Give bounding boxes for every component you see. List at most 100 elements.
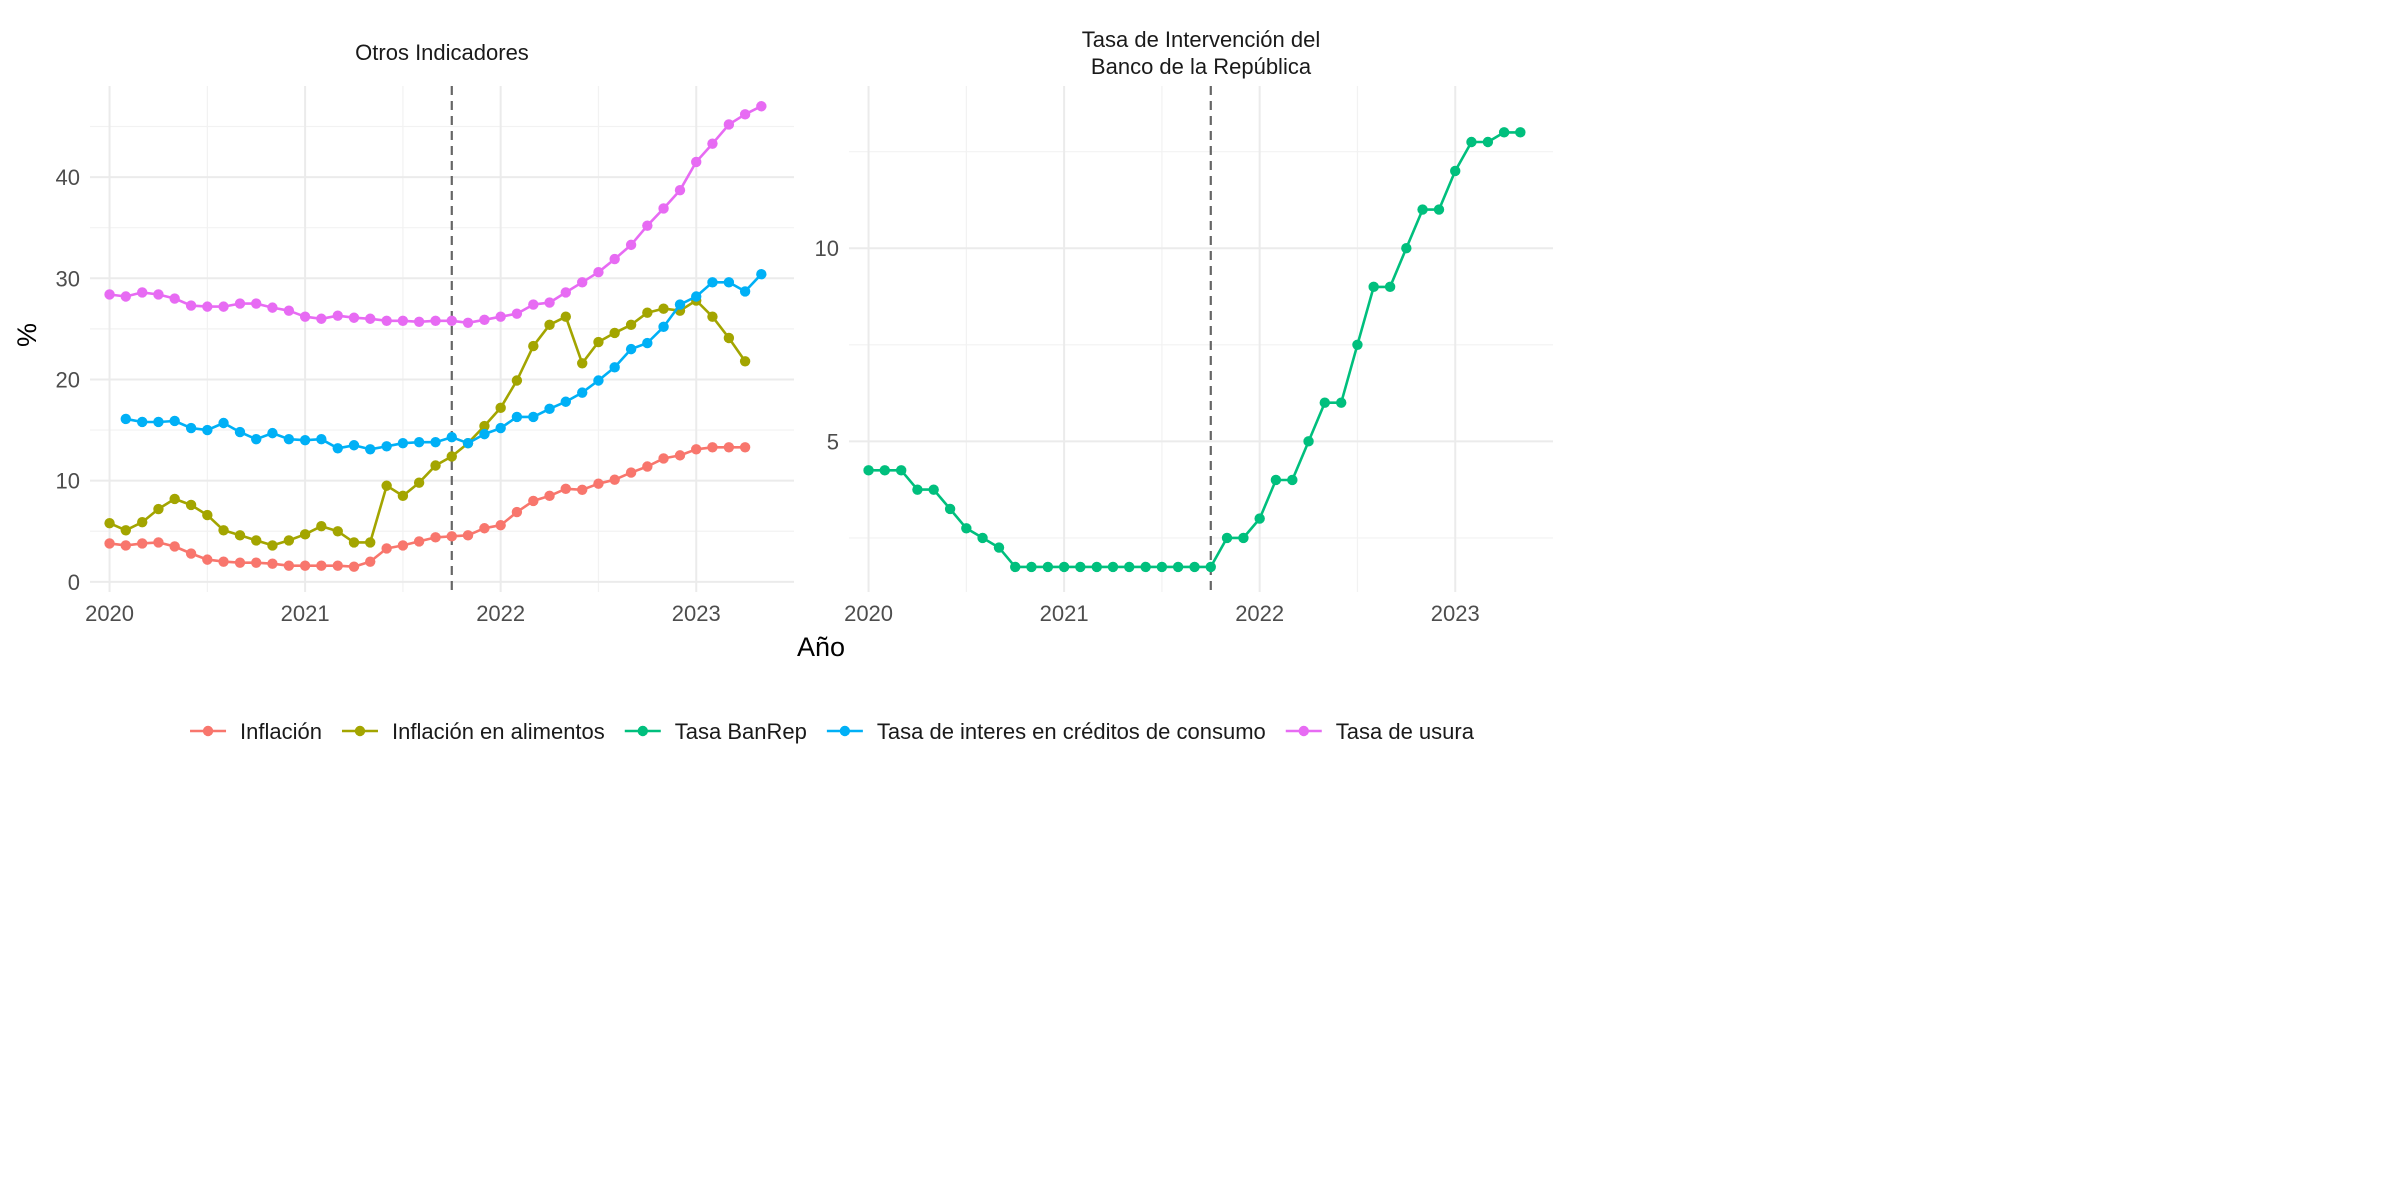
- data-point-inflacion: [625, 467, 637, 478]
- panel-2-axes: 5 10 2020 2021 2022 2023: [815, 236, 1480, 626]
- data-point-inflacion-en-alimentos: [560, 311, 571, 322]
- data-point-inflacion: [707, 442, 718, 453]
- data-point-tasa-de-usura: [332, 310, 343, 321]
- data-point-inflacion-en-alimentos: [316, 521, 327, 532]
- data-point-inflacion-en-alimentos: [381, 480, 392, 491]
- data-point-tasa-de-interes-en-creditos-de-consumo: [658, 321, 669, 333]
- data-point-tasa-de-interes-en-creditos-de-consumo: [202, 424, 213, 436]
- panel-1-title: Otros Indicadores: [355, 40, 529, 65]
- data-point-inflacion-en-alimentos: [577, 358, 588, 369]
- x-tick-label: 2020: [844, 601, 893, 626]
- legend-label-tasa-de-usura: Tasa de usura: [1336, 719, 1475, 744]
- data-point-inflacion-en-alimentos: [299, 529, 311, 540]
- data-point-tasa-banrep: [1368, 281, 1379, 293]
- y-tick-label: 10: [815, 236, 839, 261]
- data-point-tasa-de-interes-en-creditos-de-consumo: [397, 438, 409, 449]
- data-point-tasa-banrep: [1124, 561, 1135, 573]
- data-point-tasa-de-interes-en-creditos-de-consumo: [756, 269, 767, 280]
- data-point-inflacion: [316, 560, 327, 571]
- data-point-inflacion-en-alimentos: [365, 537, 376, 548]
- panel-1-series: [104, 101, 767, 572]
- panel-2-grid: [849, 86, 1553, 592]
- data-point-tasa-banrep: [1140, 561, 1151, 573]
- series-line-tasa-de-interes-en-creditos-de-consumo: [125, 273, 763, 451]
- legend-label-tasa-banrep: Tasa BanRep: [675, 719, 807, 744]
- data-point-tasa-de-usura: [185, 300, 197, 311]
- data-point-tasa-de-interes-en-creditos-de-consumo: [723, 277, 735, 288]
- chart-figure: 0 10 20 30 40 2020 2021 2022 2023 Otros Indicado…: [12, 27, 1553, 744]
- data-point-tasa-de-interes-en-creditos-de-consumo: [120, 413, 131, 425]
- data-point-inflacion-en-alimentos: [137, 516, 148, 528]
- panel-otros-indicadores: 0 10 20 30 40 2020 2021 2022 2023 Otros Indicado…: [56, 40, 794, 626]
- data-point-tasa-de-interes-en-creditos-de-consumo: [365, 444, 376, 455]
- data-point-tasa-de-interes-en-creditos-de-consumo: [593, 375, 604, 386]
- data-point-tasa-de-interes-en-creditos-de-consumo: [511, 411, 523, 423]
- data-point-inflacion: [137, 538, 148, 549]
- data-point-tasa-banrep: [944, 503, 956, 515]
- data-point-inflacion: [397, 540, 409, 551]
- data-point-tasa-de-usura: [560, 287, 571, 298]
- panel-2-title-line-1: Tasa de Intervención del: [1082, 27, 1321, 52]
- data-point-inflacion-en-alimentos: [332, 526, 343, 537]
- data-point-tasa-de-interes-en-creditos-de-consumo: [234, 426, 246, 438]
- data-point-tasa-de-interes-en-creditos-de-consumo: [169, 415, 180, 427]
- x-axis-title: Año: [797, 632, 845, 662]
- panel-2-series: [863, 127, 1526, 573]
- data-point-tasa-banrep: [1254, 513, 1265, 524]
- legend-key-point-tasa-de-interes-en-creditos-de-consumo: [839, 725, 851, 737]
- data-point-tasa-de-interes-en-creditos-de-consumo: [413, 437, 425, 448]
- data-point-inflacion: [609, 474, 620, 485]
- data-point-inflacion: [723, 442, 735, 453]
- data-point-tasa-de-interes-en-creditos-de-consumo: [642, 337, 653, 349]
- data-point-inflacion-en-alimentos: [495, 402, 506, 414]
- data-point-inflacion-en-alimentos: [251, 535, 262, 546]
- data-point-tasa-banrep: [1336, 397, 1347, 408]
- data-point-tasa-banrep: [912, 484, 923, 495]
- data-point-tasa-de-interes-en-creditos-de-consumo: [218, 417, 229, 429]
- data-point-inflacion-en-alimentos: [413, 477, 425, 488]
- data-point-tasa-banrep: [1303, 436, 1314, 447]
- data-point-tasa-banrep: [1221, 532, 1233, 544]
- data-point-tasa-banrep: [1433, 204, 1445, 215]
- data-point-inflacion: [593, 478, 604, 489]
- x-tick-label: 2022: [1235, 601, 1284, 626]
- data-point-inflacion: [381, 543, 392, 554]
- data-point-tasa-de-interes-en-creditos-de-consumo: [707, 277, 718, 288]
- data-point-inflacion: [283, 560, 295, 571]
- data-point-tasa-de-interes-en-creditos-de-consumo: [153, 416, 164, 428]
- data-point-inflacion: [153, 537, 164, 548]
- data-point-inflacion-en-alimentos: [283, 535, 295, 546]
- data-point-inflacion: [528, 495, 539, 507]
- y-tick-label: 20: [56, 367, 80, 392]
- data-point-inflacion: [544, 490, 555, 502]
- data-point-tasa-de-usura: [756, 101, 767, 112]
- data-point-inflacion-en-alimentos: [479, 420, 490, 432]
- data-point-tasa-banrep: [1189, 561, 1200, 573]
- data-point-tasa-de-usura: [381, 315, 392, 326]
- data-point-tasa-de-interes-en-creditos-de-consumo: [283, 433, 295, 445]
- data-point-tasa-de-usura: [528, 299, 539, 310]
- panel-2-title-line-2: Banco de la República: [1091, 54, 1312, 79]
- data-point-inflacion-en-alimentos: [267, 540, 278, 551]
- data-point-tasa-de-usura: [251, 298, 262, 309]
- data-point-inflacion-en-alimentos: [544, 319, 555, 331]
- x-tick-label: 2020: [85, 601, 134, 626]
- data-point-tasa-de-usura: [723, 119, 735, 130]
- data-point-tasa-de-usura: [234, 298, 246, 309]
- panel-1-grid: [90, 86, 794, 592]
- x-tick-label: 2021: [281, 601, 330, 626]
- data-point-tasa-banrep: [1417, 204, 1428, 215]
- data-point-tasa-de-interes-en-creditos-de-consumo: [625, 343, 637, 355]
- data-point-tasa-banrep: [1058, 561, 1070, 573]
- data-point-inflacion: [169, 541, 180, 552]
- data-point-tasa-de-usura: [739, 109, 751, 120]
- data-point-inflacion-en-alimentos: [153, 503, 164, 515]
- data-point-inflacion-en-alimentos: [723, 332, 735, 344]
- data-point-tasa-de-usura: [137, 287, 148, 298]
- data-point-tasa-de-usura: [169, 293, 180, 304]
- data-point-inflacion-en-alimentos: [430, 460, 441, 471]
- data-point-tasa-de-usura: [707, 138, 718, 149]
- data-point-inflacion: [120, 540, 131, 551]
- legend-label-inflacion-en-alimentos: Inflación en alimentos: [392, 719, 605, 744]
- y-tick-label: 10: [56, 469, 80, 494]
